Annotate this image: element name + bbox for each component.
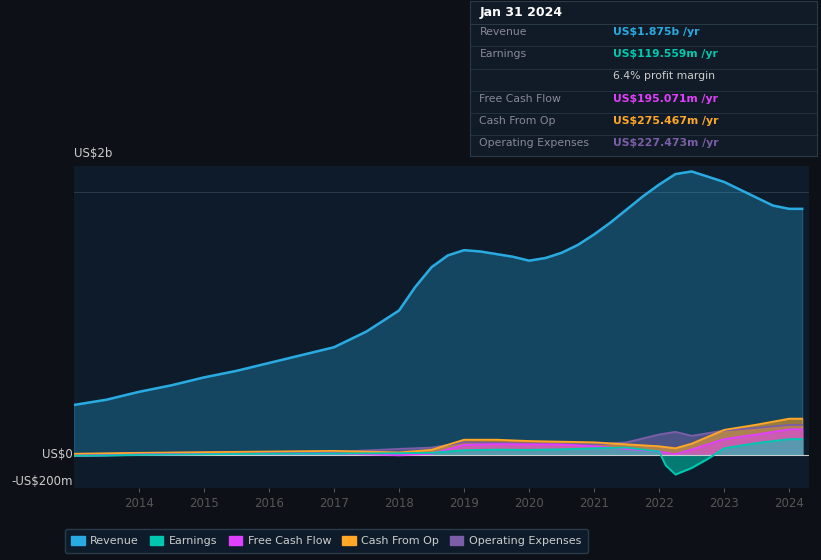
- Text: US$275.467m /yr: US$275.467m /yr: [613, 116, 719, 126]
- Text: Revenue: Revenue: [479, 27, 527, 37]
- Text: Earnings: Earnings: [479, 49, 526, 59]
- Text: US$227.473m /yr: US$227.473m /yr: [613, 138, 719, 148]
- Text: -US$200m: -US$200m: [11, 474, 72, 488]
- Text: US$1.875b /yr: US$1.875b /yr: [613, 27, 699, 37]
- Text: US$195.071m /yr: US$195.071m /yr: [613, 94, 718, 104]
- Legend: Revenue, Earnings, Free Cash Flow, Cash From Op, Operating Expenses: Revenue, Earnings, Free Cash Flow, Cash …: [65, 529, 588, 553]
- Text: US$0: US$0: [42, 449, 72, 461]
- Text: Operating Expenses: Operating Expenses: [479, 138, 589, 148]
- Text: 6.4% profit margin: 6.4% profit margin: [613, 71, 715, 81]
- Text: Jan 31 2024: Jan 31 2024: [479, 6, 562, 18]
- Text: US$119.559m /yr: US$119.559m /yr: [613, 49, 718, 59]
- Text: Cash From Op: Cash From Op: [479, 116, 556, 126]
- Text: US$2b: US$2b: [74, 147, 112, 160]
- Text: Free Cash Flow: Free Cash Flow: [479, 94, 562, 104]
